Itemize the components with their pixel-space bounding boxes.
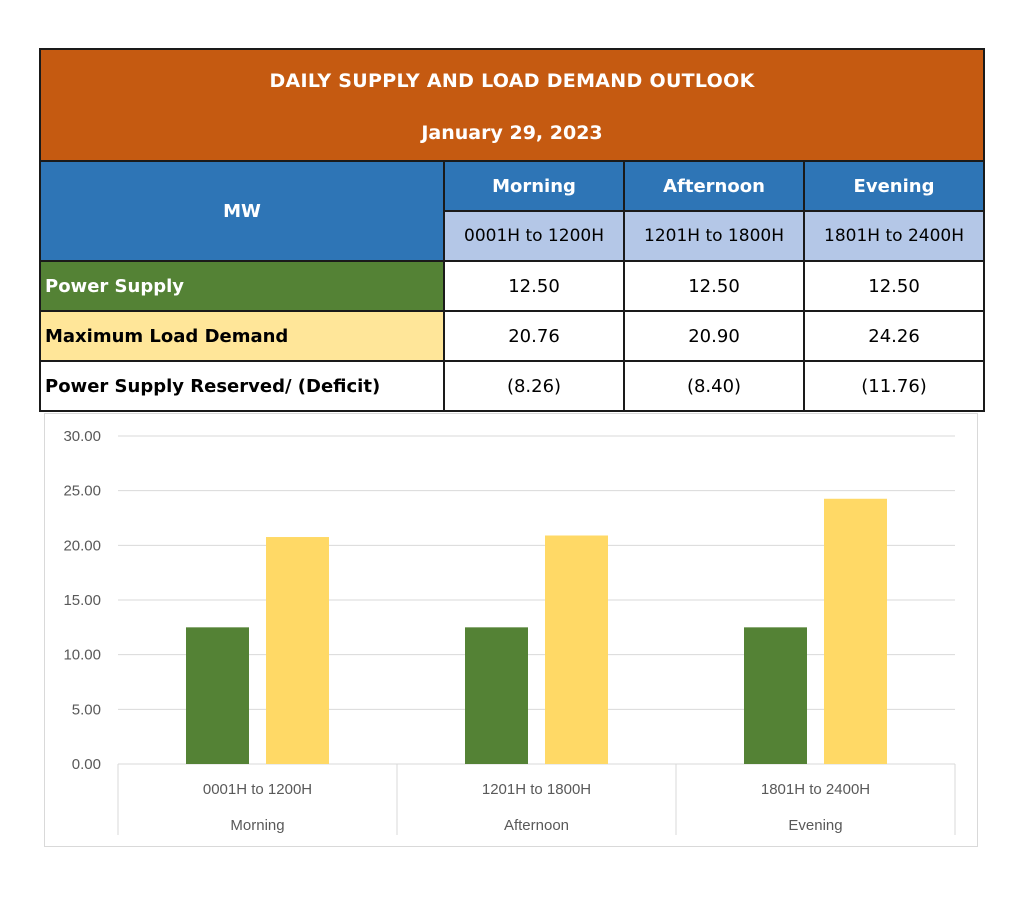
y-tick-label: 30.00	[63, 428, 101, 445]
bar-series1-morning	[186, 627, 249, 764]
bar-chart: 0.00 5.00 10.00 15.00 20.00 25.00 30.00 0001H t…	[44, 413, 978, 847]
unit-header: MW	[39, 160, 445, 262]
table-title-banner: DAILY SUPPLY AND LOAD DEMAND OUTLOOK Jan…	[38, 48, 986, 162]
cell-power-supply-morning: 12.50	[443, 260, 625, 312]
table-row: Power Supply Reserved/ (Deficit) (8.26) …	[39, 360, 986, 412]
x-category-name-label: Evening	[788, 817, 842, 834]
period-range-morning: 0001H to 1200H	[443, 210, 625, 262]
bar-series2-afternoon	[545, 535, 608, 764]
bar-series2-evening	[824, 498, 887, 764]
y-tick-label: 25.00	[63, 483, 101, 500]
bar-series1-evening	[744, 627, 807, 764]
cell-demand-morning: 20.76	[443, 310, 625, 362]
y-tick-label: 0.00	[72, 756, 101, 773]
x-category-range-label: 0001H to 1200H	[203, 781, 312, 798]
cell-deficit-evening: (11.76)	[802, 360, 986, 412]
cell-deficit-morning: (8.26)	[443, 360, 625, 412]
y-tick-label: 5.00	[72, 701, 101, 718]
y-tick-label: 20.00	[63, 537, 101, 554]
period-range-evening: 1801H to 2400H	[802, 210, 986, 262]
table-title: DAILY SUPPLY AND LOAD DEMAND OUTLOOK	[269, 70, 755, 92]
bar-series1-afternoon	[465, 627, 528, 764]
cell-demand-afternoon: 20.90	[623, 310, 805, 362]
cell-power-supply-evening: 12.50	[802, 260, 986, 312]
supply-demand-table: DAILY SUPPLY AND LOAD DEMAND OUTLOOK Jan…	[38, 48, 986, 412]
x-category-range-label: 1801H to 2400H	[761, 781, 870, 798]
row-label-reserve-deficit: Power Supply Reserved/ (Deficit)	[39, 360, 445, 412]
cell-power-supply-afternoon: 12.50	[623, 260, 805, 312]
table-date: January 29, 2023	[421, 122, 603, 144]
x-category-name-label: Morning	[230, 817, 284, 834]
x-category-name-label: Afternoon	[504, 817, 569, 834]
x-category-range-label: 1201H to 1800H	[482, 781, 591, 798]
period-header-afternoon: Afternoon	[623, 160, 805, 212]
y-tick-label: 10.00	[63, 647, 101, 664]
bar-chart-svg: 0.00 5.00 10.00 15.00 20.00 25.00 30.00 0001H t…	[63, 428, 956, 835]
row-label-max-load-demand: Maximum Load Demand	[39, 310, 445, 362]
cell-deficit-afternoon: (8.40)	[623, 360, 805, 412]
bar-series2-morning	[266, 537, 329, 764]
row-label-power-supply: Power Supply	[39, 260, 445, 312]
period-header-morning: Morning	[443, 160, 625, 212]
period-range-afternoon: 1201H to 1800H	[623, 210, 805, 262]
cell-demand-evening: 24.26	[802, 310, 986, 362]
table-row: Power Supply 12.50 12.50 12.50	[39, 260, 986, 312]
table-row: Maximum Load Demand 20.76 20.90 24.26	[39, 310, 986, 362]
period-header-evening: Evening	[802, 160, 986, 212]
y-tick-label: 15.00	[63, 592, 101, 609]
